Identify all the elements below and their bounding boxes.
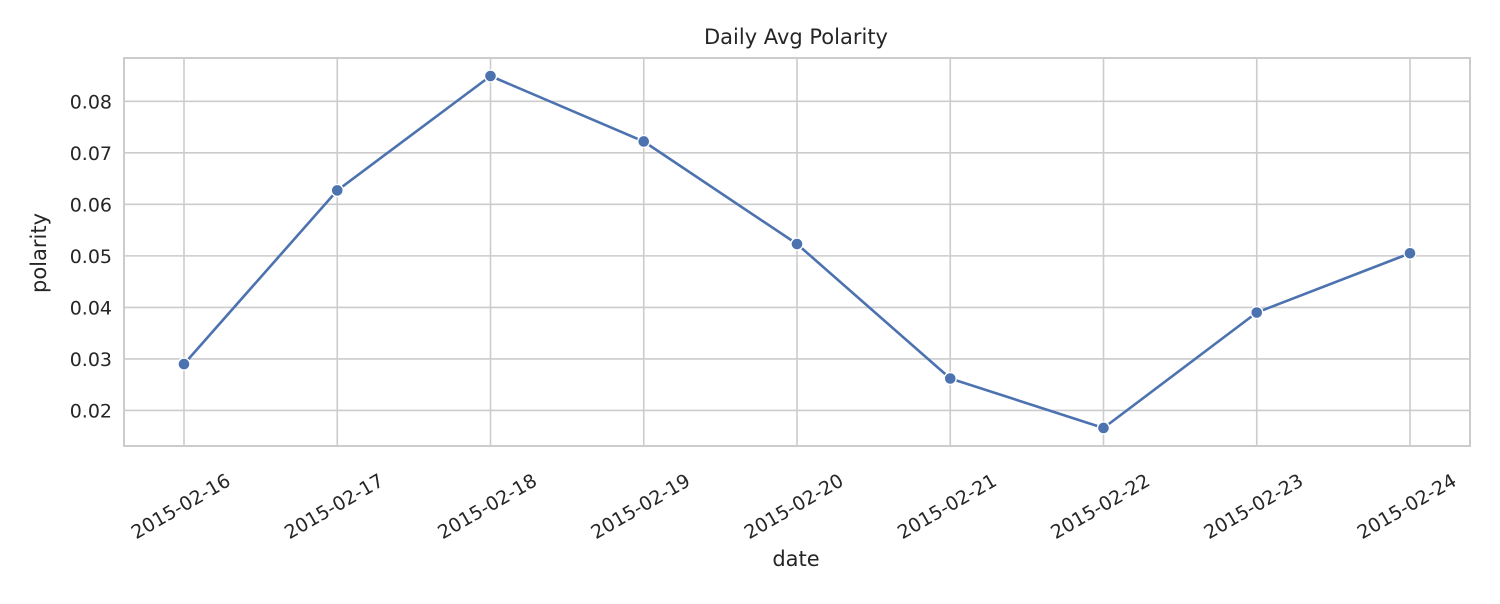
x-tick-label: 2015-02-24 [1354, 470, 1461, 544]
data-point [943, 371, 957, 386]
x-tick-label: 2015-02-16 [128, 470, 235, 544]
plot-frame [123, 57, 1471, 447]
x-tick-label: 2015-02-22 [1047, 470, 1154, 544]
grid [124, 58, 1470, 446]
y-tick-label: 0.02 [70, 400, 112, 422]
x-tick-label: 2015-02-19 [587, 470, 694, 544]
data-point [330, 183, 344, 198]
x-tick-labels: 2015-02-16 2015-02-17 2015-02-18 2015-02-19… [128, 470, 1461, 544]
y-tick-labels: 0.02 0.03 0.04 0.05 0.06 0.07 0.08 [70, 91, 112, 422]
y-axis-label: polarity [27, 213, 51, 293]
y-tick-label: 0.03 [70, 349, 112, 371]
data-point [1250, 305, 1264, 320]
series-layer [177, 69, 1417, 435]
y-tick-label: 0.06 [70, 194, 112, 216]
y-tick-label: 0.08 [70, 91, 112, 113]
y-tick-label: 0.07 [70, 143, 112, 165]
y-tick-label: 0.04 [70, 297, 112, 319]
x-tick-label: 2015-02-23 [1200, 470, 1307, 544]
x-tick-label: 2015-02-18 [434, 470, 541, 544]
x-tick-label: 2015-02-21 [894, 470, 1001, 544]
x-tick-label: 2015-02-17 [281, 470, 388, 544]
data-point [1096, 421, 1111, 435]
x-tick-label: 2015-02-20 [741, 470, 848, 544]
data-point [483, 69, 498, 83]
data-point [637, 134, 651, 149]
data-point [1403, 246, 1417, 260]
chart-title: Daily Avg Polarity [704, 25, 888, 49]
data-point [790, 237, 804, 251]
x-axis-label: date [772, 547, 819, 571]
y-tick-label: 0.05 [70, 246, 112, 268]
data-point [177, 357, 191, 371]
